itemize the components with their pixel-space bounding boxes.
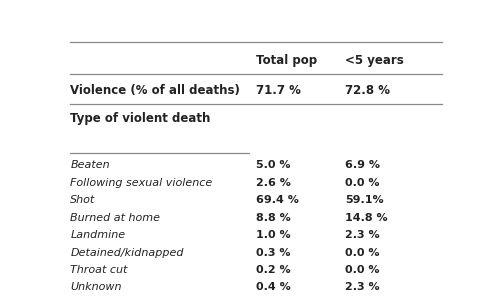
Text: 2.6 %: 2.6 % — [256, 178, 291, 188]
Text: Throat cut: Throat cut — [70, 265, 128, 275]
Text: Burned at home: Burned at home — [70, 213, 160, 223]
Text: 1.0 %: 1.0 % — [256, 230, 291, 240]
Text: Landmine: Landmine — [70, 230, 126, 240]
Text: 69.4 %: 69.4 % — [256, 195, 299, 205]
Text: 5.0 %: 5.0 % — [256, 160, 291, 170]
Text: 0.2 %: 0.2 % — [256, 265, 291, 275]
Text: 0.4 %: 0.4 % — [256, 282, 291, 292]
Text: Beaten: Beaten — [70, 160, 110, 170]
Text: Violence (% of all deaths): Violence (% of all deaths) — [70, 84, 240, 97]
Text: Type of violent death: Type of violent death — [70, 112, 210, 124]
Text: <5 years: <5 years — [346, 54, 404, 67]
Text: 59.1%: 59.1% — [346, 195, 384, 205]
Text: 8.8 %: 8.8 % — [256, 213, 291, 223]
Text: Following sexual violence: Following sexual violence — [70, 178, 212, 188]
Text: Shot: Shot — [70, 195, 96, 205]
Text: 2.3 %: 2.3 % — [346, 282, 380, 292]
Text: 0.0 %: 0.0 % — [346, 248, 380, 258]
Text: Detained/kidnapped: Detained/kidnapped — [70, 248, 184, 258]
Text: Unknown: Unknown — [70, 282, 122, 292]
Text: Total pop: Total pop — [256, 54, 318, 67]
Text: 0.0 %: 0.0 % — [346, 178, 380, 188]
Text: 2.3 %: 2.3 % — [346, 230, 380, 240]
Text: 6.9 %: 6.9 % — [346, 160, 380, 170]
Text: 0.0 %: 0.0 % — [346, 265, 380, 275]
Text: 71.7 %: 71.7 % — [256, 84, 301, 97]
Text: 72.8 %: 72.8 % — [346, 84, 391, 97]
Text: 0.3 %: 0.3 % — [256, 248, 291, 258]
Text: 14.8 %: 14.8 % — [346, 213, 388, 223]
